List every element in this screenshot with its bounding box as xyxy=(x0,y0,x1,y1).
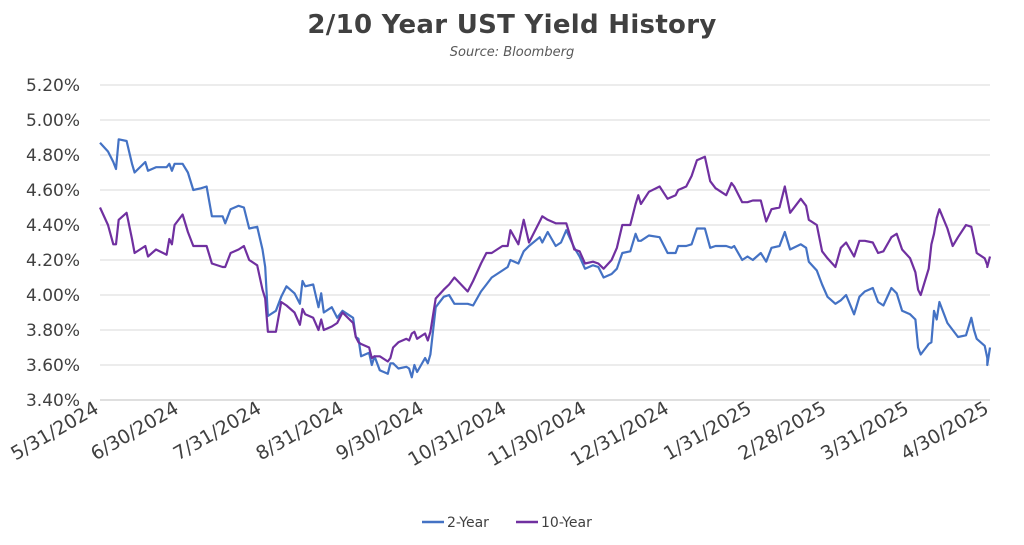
x-tick-label: 7/31/2024 xyxy=(170,397,265,465)
x-tick-label: 8/31/2024 xyxy=(252,397,347,465)
y-tick-label: 4.20% xyxy=(26,251,80,271)
y-tick-label: 3.40% xyxy=(26,391,80,411)
chart-subtitle: Source: Bloomberg xyxy=(449,45,575,60)
x-tick-label: 6/30/2024 xyxy=(87,397,182,465)
y-axis-ticks: 3.40% 3.60% 3.80% 4.00% 4.20% 4.40% 4.60% 4.80%… xyxy=(26,76,80,411)
y-tick-label: 4.60% xyxy=(26,181,80,201)
y-tick-label: 5.20% xyxy=(26,76,80,96)
chart-title: 2/10 Year UST Yield History xyxy=(307,10,717,40)
series-line-10-year xyxy=(98,155,992,363)
x-tick-label: 4/30/2025 xyxy=(897,397,992,465)
x-tick-label: 3/31/2025 xyxy=(817,397,912,465)
y-tick-label: 3.80% xyxy=(26,321,80,341)
y-tick-label: 4.80% xyxy=(26,146,80,166)
y-tick-label: 3.60% xyxy=(26,356,80,376)
y-tick-label: 4.00% xyxy=(26,286,80,306)
gridlines xyxy=(100,84,990,401)
y-tick-label: 4.40% xyxy=(26,216,80,236)
series-line-2-year xyxy=(99,138,992,379)
legend: 2-Year 10-Year xyxy=(422,515,592,531)
legend-label: 2-Year xyxy=(447,515,489,531)
legend-label: 10-Year xyxy=(541,515,592,531)
y-tick-label: 5.00% xyxy=(26,111,80,131)
series-lines xyxy=(98,138,992,379)
x-axis-ticks: 5/31/20246/30/20247/31/20248/31/20249/30… xyxy=(7,397,992,471)
